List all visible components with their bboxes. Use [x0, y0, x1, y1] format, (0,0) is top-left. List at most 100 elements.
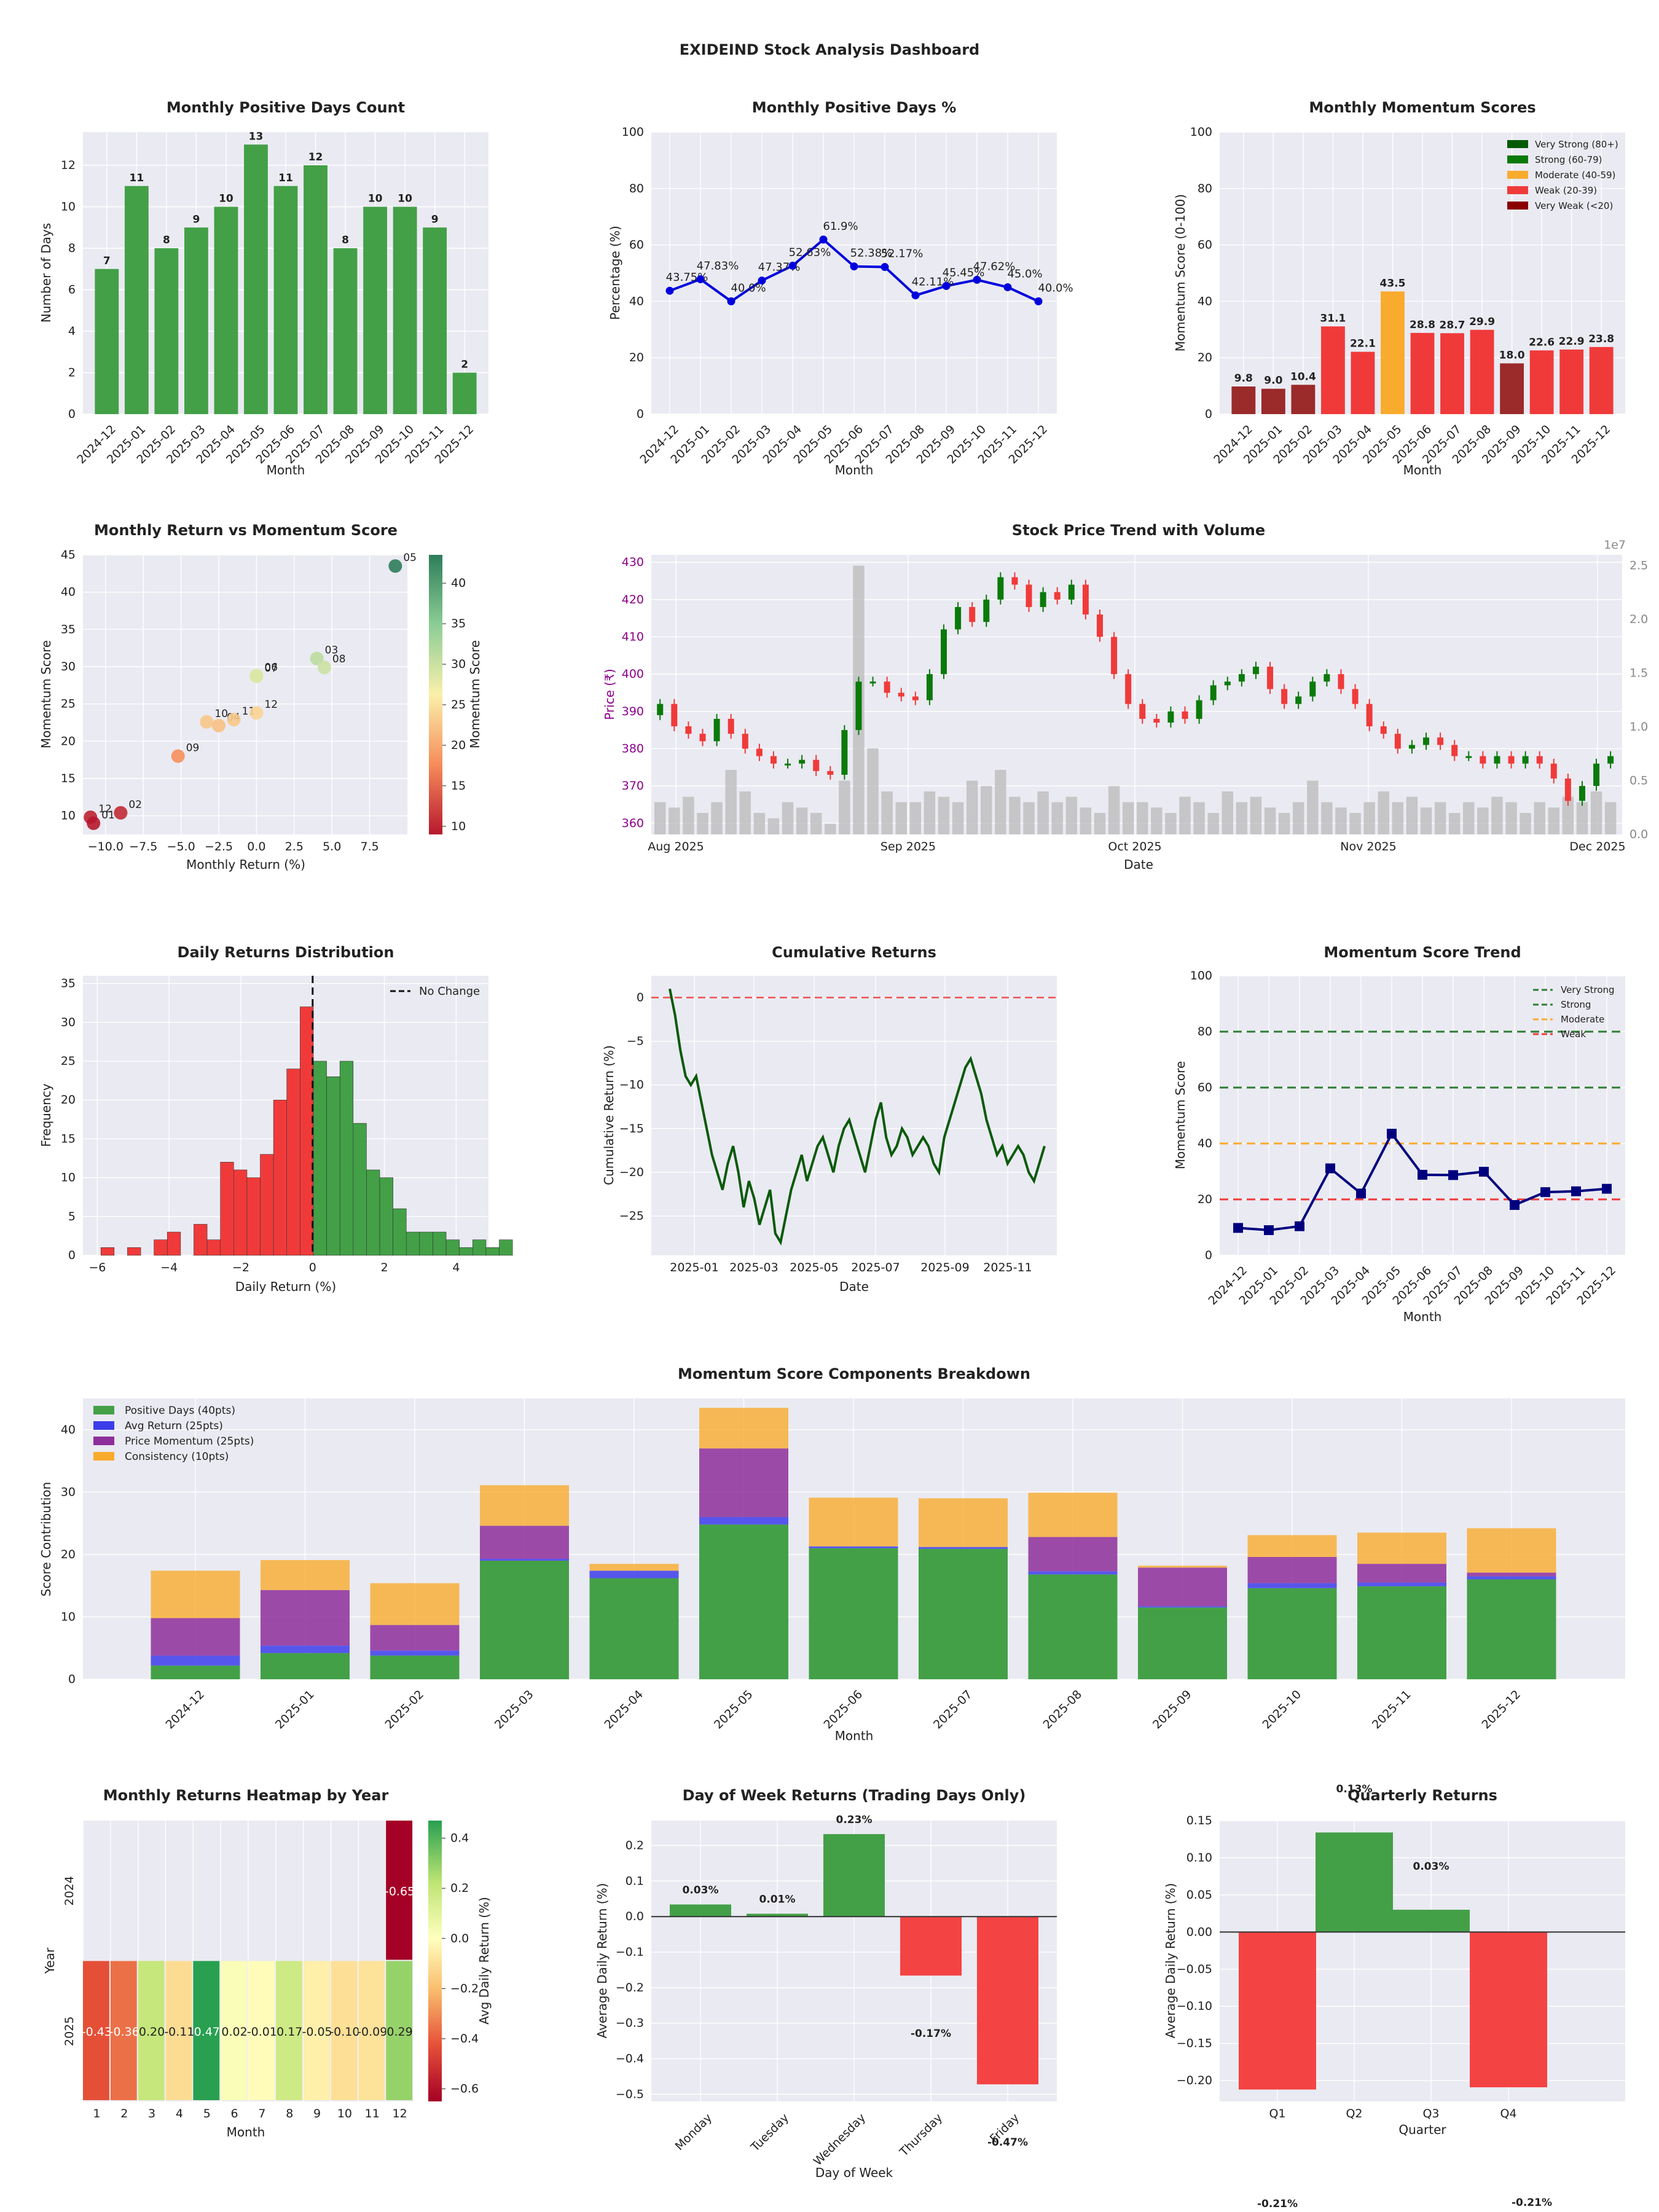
y-tick-label: 100 [1190, 969, 1212, 982]
y-tick-label: 45 [61, 548, 76, 562]
candle-body [713, 718, 720, 742]
volume-bar [1448, 813, 1461, 834]
stacked-segment [1028, 1574, 1118, 1679]
bar [363, 206, 387, 414]
x-tick-label: 2025-07 [931, 1688, 975, 1732]
legend-label: Consistency (10pts) [125, 1451, 229, 1463]
chart-positive-days-pct: 02040608010043.75%47.83%40.0%47.37%52.63… [608, 99, 1073, 477]
x-tick-label: Sep 2025 [880, 840, 936, 853]
y-tick-label: 370 [622, 779, 644, 793]
candle-body [1224, 681, 1231, 686]
volume-bar [1604, 802, 1617, 834]
colorbar-tick-label: 0.0 [450, 1932, 469, 1945]
volume-bar [1179, 796, 1191, 834]
legend-label: Very Weak (<20) [1535, 200, 1613, 211]
x-tick-label: Q3 [1422, 2107, 1439, 2120]
data-label: 0.23% [836, 1814, 873, 1826]
y-axis-label: Number of Days [39, 223, 53, 323]
x-tick-label: 0.0 [247, 840, 265, 853]
volume-bar [711, 802, 723, 834]
colorbar-tick-label: 10 [451, 820, 466, 833]
volume-bar [669, 807, 680, 834]
candle-body [1522, 756, 1529, 764]
y-tick-label: 40 [1198, 294, 1212, 308]
histogram-bar [485, 1247, 500, 1256]
chart-title: Monthly Returns Heatmap by Year [103, 1787, 389, 1804]
candle-body [884, 681, 890, 693]
y-tick-label: 40 [629, 294, 644, 308]
data-point [1479, 1166, 1489, 1177]
legend-label: Weak [1561, 1029, 1586, 1040]
bar [1589, 347, 1614, 414]
x-axis-label: Date [1124, 857, 1153, 872]
stacked-segment [1247, 1588, 1337, 1679]
x-tick-label: 0 [309, 1261, 316, 1274]
chart-cumulative-returns: 0 −5 −10 −15 −20 −25 2025-01 2025-03 2025-05 2025… [602, 944, 1057, 1294]
x-axis-label: Monthly Return (%) [186, 857, 305, 872]
bar [452, 372, 477, 414]
y-tick-label: 80 [1198, 1025, 1212, 1038]
volume-bar [1193, 802, 1205, 834]
y-tick-label: −0.20 [1177, 2074, 1212, 2087]
legend-label: Very Strong (80+) [1535, 139, 1618, 150]
y-tick-label: 10 [61, 809, 76, 823]
candle-body [799, 759, 806, 764]
y-tick-label: 25 [61, 1054, 76, 1068]
stacked-segment [589, 1571, 679, 1579]
scatter-point [388, 559, 402, 573]
histogram-bar [220, 1162, 234, 1256]
candle-body [1167, 711, 1174, 723]
data-label: 8 [342, 234, 349, 246]
candle-body [1451, 745, 1458, 756]
cell-label: 0.20 [139, 2025, 165, 2039]
stacked-segment [261, 1645, 350, 1653]
stacked-segment [919, 1498, 1008, 1547]
histogram-bar [246, 1177, 261, 1256]
heatmap-cell [303, 1961, 330, 2100]
x-tick-label: 1 [93, 2107, 100, 2120]
legend-swatch [93, 1437, 114, 1445]
x-tick-label: 5 [203, 2107, 211, 2120]
volume-bar [1477, 807, 1489, 834]
y-tick-label: 35 [61, 977, 76, 990]
stacked-segment [1357, 1564, 1446, 1583]
stacked-segment [1028, 1537, 1118, 1572]
x-tick-label: 2025-12 [1479, 1688, 1523, 1732]
data-point [942, 281, 951, 290]
data-point [1325, 1163, 1335, 1174]
data-point [1387, 1129, 1397, 1139]
y-tick-label: 40 [61, 1423, 76, 1437]
y-tick-label: 0.2 [626, 1838, 644, 1852]
data-point [1448, 1170, 1458, 1180]
candle-body [1324, 674, 1330, 682]
legend-label: Strong [1561, 999, 1591, 1010]
y-tick-label: −20 [619, 1166, 644, 1179]
volume-bar [1165, 813, 1177, 834]
volume-bar [839, 780, 850, 834]
volume-bar [1080, 807, 1092, 834]
scatter-point [171, 749, 185, 763]
cell-label: 0.02 [221, 2025, 247, 2039]
x-tick-label: 2025-04 [602, 1688, 646, 1732]
scatter-point [87, 816, 101, 830]
chart-title: Monthly Positive Days Count [167, 99, 405, 116]
y-tick-label: 4 [68, 324, 76, 338]
stacked-segment [1028, 1571, 1118, 1575]
chart-title: Monthly Positive Days % [752, 99, 957, 116]
candle-body [1550, 763, 1557, 779]
x-axis-label: Quarter [1398, 2122, 1446, 2137]
volume-bar [825, 823, 836, 834]
x-tick-label: Thursday [896, 2111, 945, 2160]
y-axis-label: Percentage (%) [608, 226, 622, 320]
bar [273, 186, 298, 414]
y-tick-label: 2025 [63, 2017, 76, 2046]
histogram-bar [499, 1239, 513, 1256]
candle-body [728, 718, 734, 734]
x-tick-label: 2 [381, 1261, 388, 1274]
candle-body [997, 577, 1004, 600]
stacked-segment [151, 1655, 240, 1666]
x-tick-label: 9 [313, 2107, 321, 2120]
scatter-point [310, 651, 324, 665]
x-tick-label: Nov 2025 [1340, 840, 1396, 853]
x-tick-label: 3 [148, 2107, 155, 2120]
